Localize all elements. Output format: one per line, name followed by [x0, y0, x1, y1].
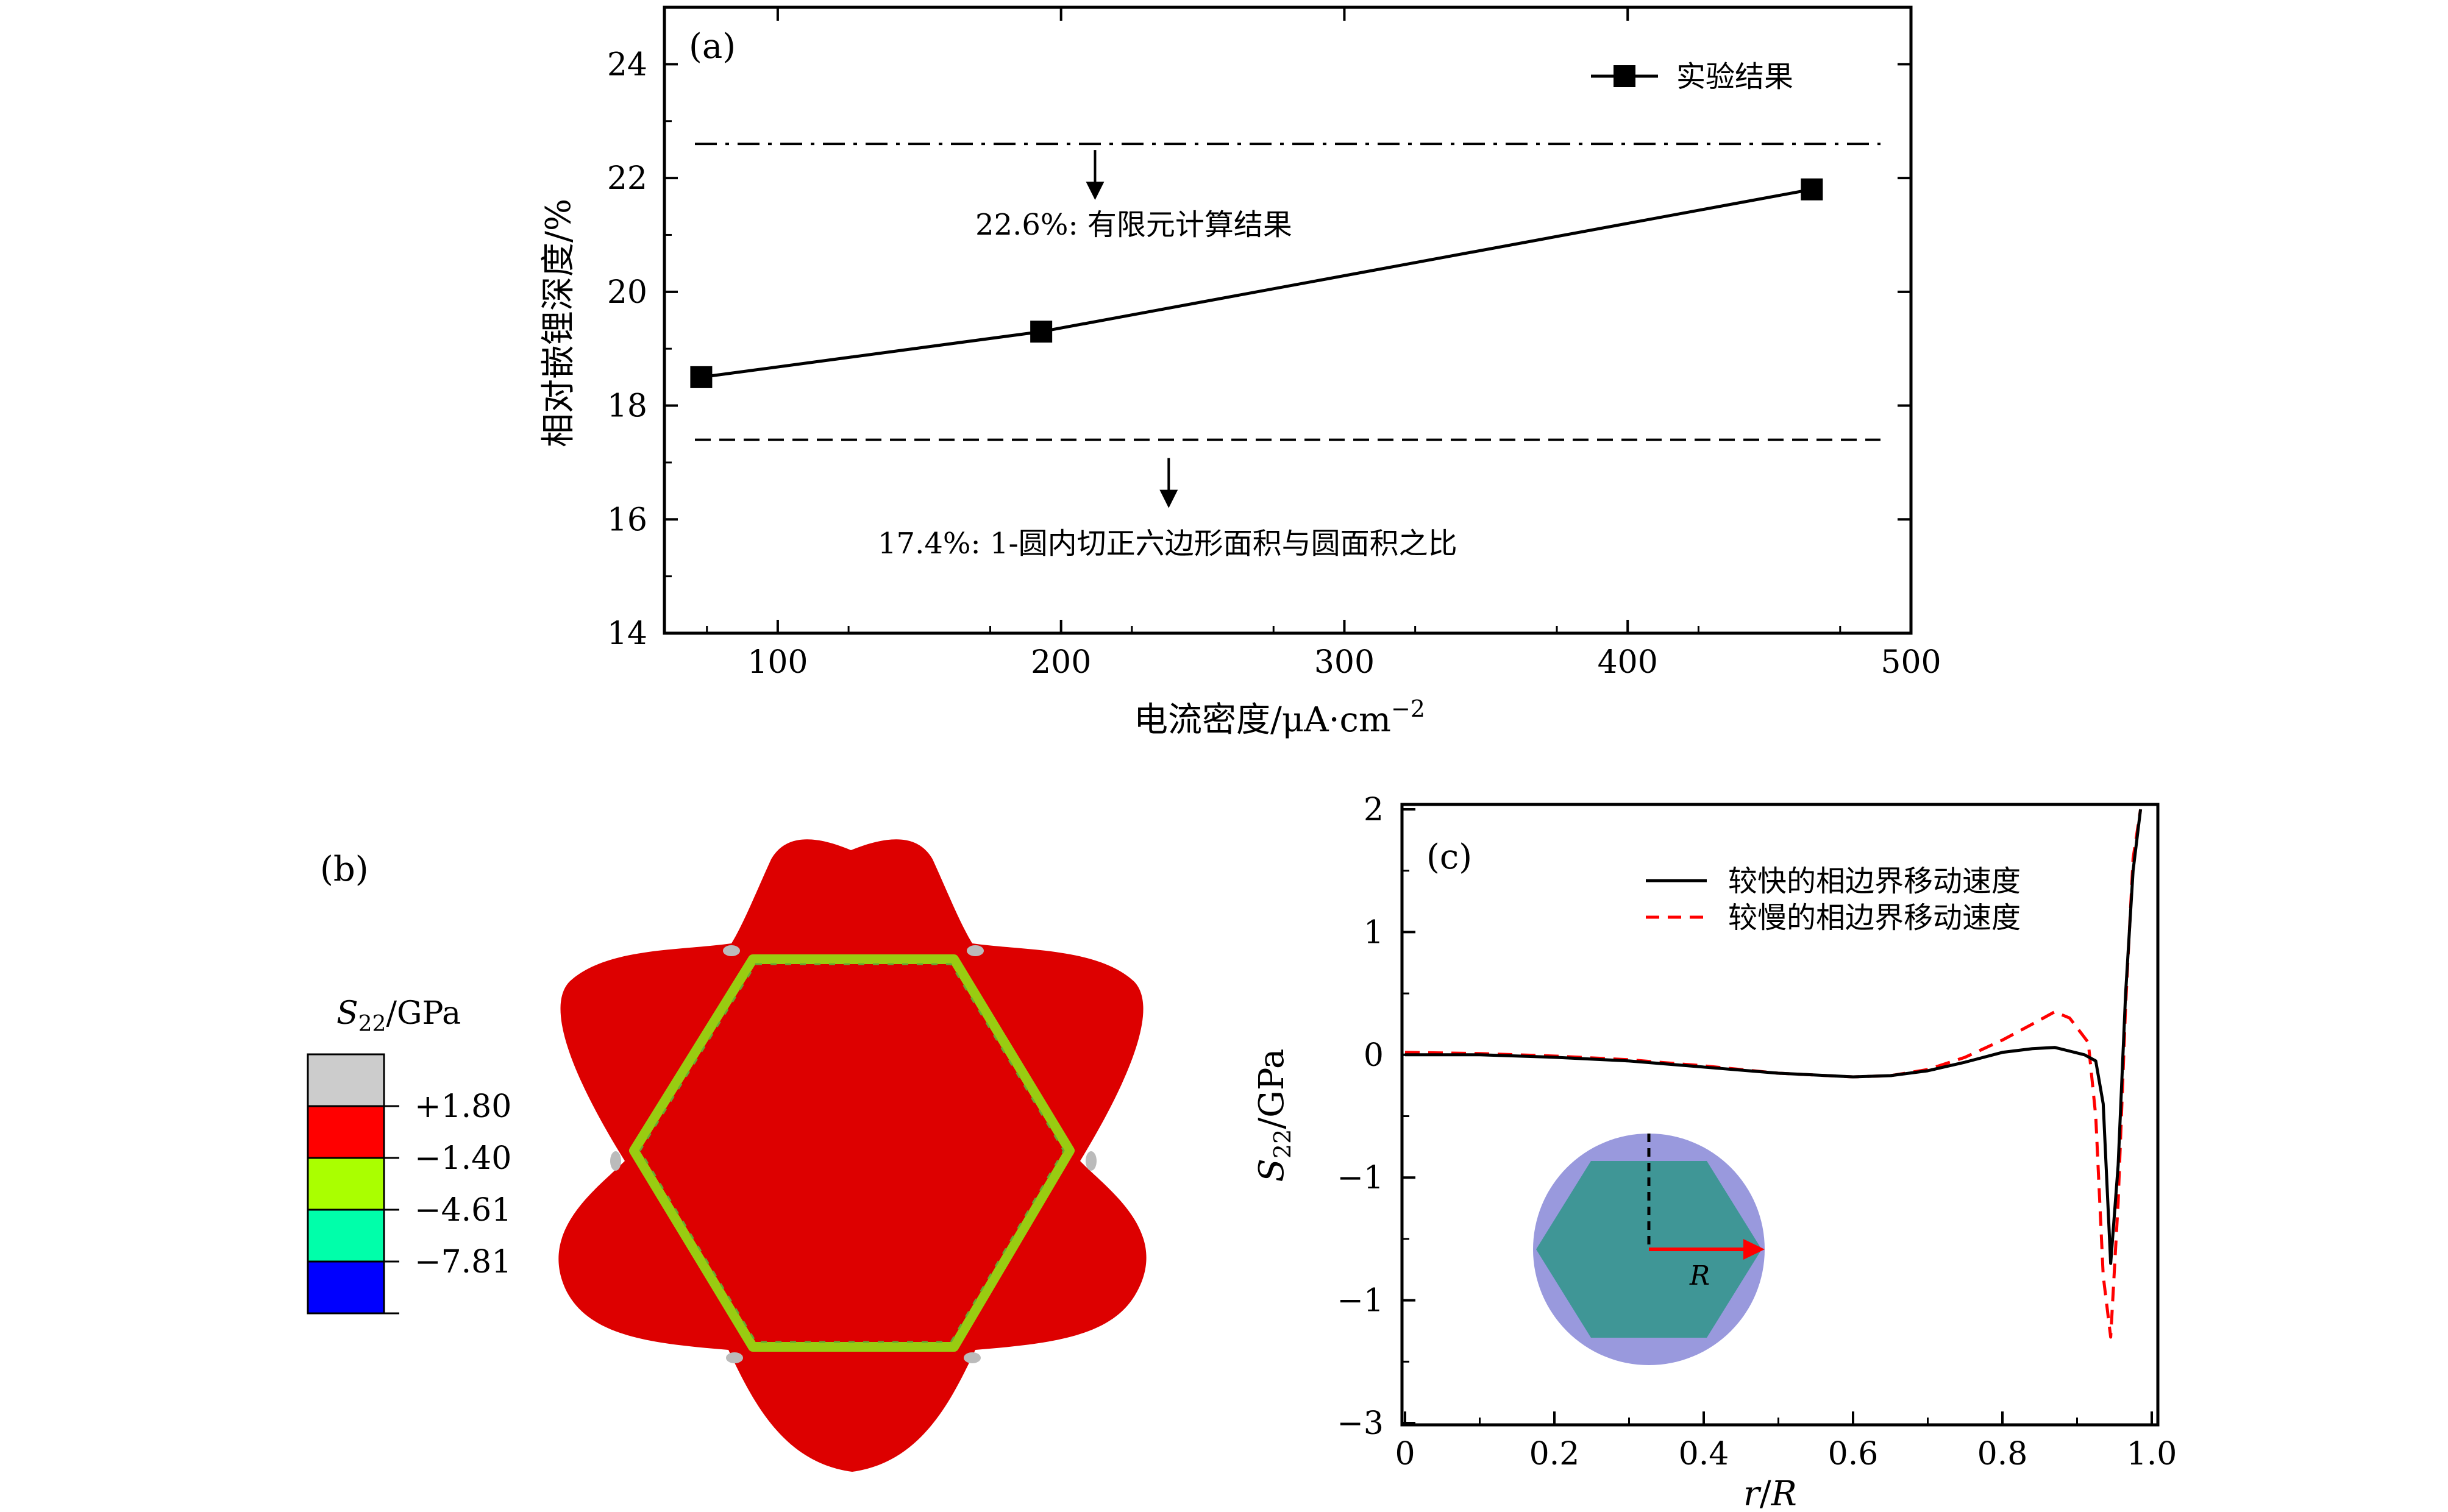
- corner-artifact-4: [1086, 1151, 1097, 1171]
- data-point-experimental: [690, 366, 713, 388]
- panel-b: (b) S22/GPa +1.80 −1.40 −4.61 −7.81: [307, 839, 1147, 1472]
- panel-c-ticks: 0 0.2 0.4 0.6 0.8 1.0 −3 −1 −1 0 1 2: [1337, 792, 2177, 1472]
- grain-shape: [558, 839, 1147, 1472]
- x-tick-label: 200: [1031, 644, 1091, 681]
- panel-c-y-axis-label-subscript: 22: [1269, 1129, 1296, 1159]
- corner-artifact-6: [964, 1352, 981, 1363]
- colorbar: +1.80 −1.40 −4.61 −7.81: [307, 1053, 511, 1315]
- x-tick-label: 100: [747, 644, 808, 681]
- y-tick-label: 1: [1364, 914, 1384, 951]
- panel-c-y-axis-label: S22/GPa: [1252, 1049, 1296, 1182]
- panel-a-label: (a): [689, 27, 736, 66]
- panel-a-annotation-top: 22.6%: 有限元计算结果: [975, 208, 1292, 242]
- colorbar-swatch-yellow-green: [307, 1157, 385, 1211]
- colorbar-swatch-gray: [307, 1053, 385, 1107]
- phase-boundary-band: [629, 954, 1075, 1352]
- panel-c-x-axis-label: r/R: [1743, 1474, 1797, 1512]
- y-tick-label: −3: [1337, 1405, 1384, 1442]
- y-tick-label: 16: [607, 502, 647, 538]
- y-tick-label: 2: [1364, 792, 1384, 828]
- y-tick-label: 14: [607, 616, 647, 652]
- colorbar-title-symbol: S: [336, 995, 358, 1032]
- panel-a-x-axis-label: 电流密度/μA·cm−2: [1134, 695, 1425, 740]
- panel-b-label: (b): [320, 850, 369, 889]
- x-tick-label: 0.6: [1828, 1436, 1879, 1472]
- inset-radius-label: R: [1689, 1260, 1710, 1291]
- data-point-experimental: [1801, 178, 1823, 201]
- legend-fast-label: 较快的相边界移动速度: [1728, 864, 2021, 898]
- panel-a-legend: 实验结果: [1591, 60, 1793, 94]
- corner-artifact-5: [726, 1352, 743, 1363]
- panel-c-x-axis-label-R: R: [1771, 1474, 1797, 1512]
- panel-a-reference-lines: [695, 143, 1880, 508]
- x-tick-label: 400: [1598, 644, 1658, 681]
- y-tick-label: 24: [607, 46, 647, 83]
- panel-a: 100 200 300 400 500 14 16 18 20 22 24 (a) 22.6%: 有…: [539, 5, 1941, 740]
- y-tick-label: 18: [607, 388, 647, 425]
- colorbar-label-3: −4.61: [415, 1192, 511, 1229]
- stress-contour-map: [558, 839, 1147, 1472]
- corner-artifact-3: [610, 1151, 621, 1171]
- x-tick-label: 0.4: [1679, 1436, 1729, 1472]
- y-tick-label: 20: [607, 274, 647, 311]
- colorbar-swatch-blue: [307, 1260, 385, 1315]
- legend-slow-label: 较慢的相边界移动速度: [1728, 901, 2021, 935]
- panel-c-x-axis-label-slash: /: [1760, 1474, 1771, 1512]
- x-tick-label: 300: [1314, 644, 1375, 681]
- colorbar-label-1: +1.80: [415, 1088, 511, 1125]
- x-tick-label: 0.2: [1529, 1436, 1580, 1472]
- panel-c-legend: 较快的相边界移动速度 较慢的相边界移动速度: [1646, 864, 2021, 935]
- panel-c-y-axis-label-symbol: S: [1252, 1159, 1292, 1182]
- phase-boundary-inner-edge: [639, 963, 1065, 1343]
- panel-c: 0 0.2 0.4 0.6 0.8 1.0 −3 −1 −1 0 1 2 R (c) 较快的相边界移动…: [1252, 792, 2177, 1512]
- panel-c-y-axis-label-unit: /GPa: [1252, 1049, 1292, 1129]
- panel-a-frame: [663, 5, 1913, 635]
- panel-a-x-axis-label-main: 电流密度/μA·cm: [1134, 700, 1391, 740]
- panel-c-x-axis-label-r: r: [1743, 1474, 1762, 1512]
- corner-artifact-1: [723, 945, 740, 956]
- colorbar-label-4: −7.81: [415, 1244, 511, 1280]
- corner-artifact-2: [967, 945, 984, 956]
- colorbar-swatch-red: [307, 1105, 385, 1159]
- panel-a-annotation-bottom: 17.4%: 1-圆内切正六边形面积与圆面积之比: [878, 527, 1457, 561]
- y-tick-label: −1: [1337, 1160, 1384, 1196]
- colorbar-title-subscript: 22: [358, 1012, 386, 1037]
- legend-square-marker: [1614, 65, 1635, 87]
- inset-radius-arrow-head: [1743, 1239, 1765, 1260]
- y-tick-label: 22: [607, 160, 647, 197]
- colorbar-title-unit: /GPa: [386, 995, 461, 1032]
- panel-a-x-axis-label-exponent: −2: [1391, 695, 1425, 722]
- panel-a-series: [690, 178, 1823, 388]
- y-tick-label: 0: [1364, 1037, 1384, 1074]
- panel-c-label: (c): [1426, 837, 1472, 877]
- series-line-slow: [1404, 809, 2143, 1339]
- colorbar-swatch-aqua: [307, 1209, 385, 1263]
- panel-c-frame: [1400, 803, 2160, 1427]
- x-tick-label: 0.8: [1977, 1436, 2028, 1472]
- panel-a-ticks: 100 200 300 400 500 14 16 18 20 22 24: [607, 7, 1941, 681]
- arrow-area-ratio-head: [1159, 489, 1178, 508]
- x-tick-label: 0: [1395, 1436, 1415, 1472]
- inset-diagram: R: [1533, 1134, 1765, 1365]
- series-line-fast: [1405, 809, 2143, 1265]
- arrow-fem-head: [1086, 182, 1105, 201]
- x-tick-label: 500: [1880, 644, 1941, 681]
- data-point-experimental: [1030, 321, 1053, 343]
- colorbar-label-2: −1.40: [415, 1140, 511, 1177]
- panel-c-series: [1404, 809, 2143, 1339]
- legend-experimental-results: 实验结果: [1676, 60, 1793, 94]
- x-tick-label: 1.0: [2127, 1436, 2177, 1472]
- panel-a-y-axis-label: 相对嵌锂深度/%: [539, 199, 578, 447]
- y-tick-label: −1: [1337, 1283, 1384, 1319]
- colorbar-title: S22/GPa: [336, 995, 461, 1037]
